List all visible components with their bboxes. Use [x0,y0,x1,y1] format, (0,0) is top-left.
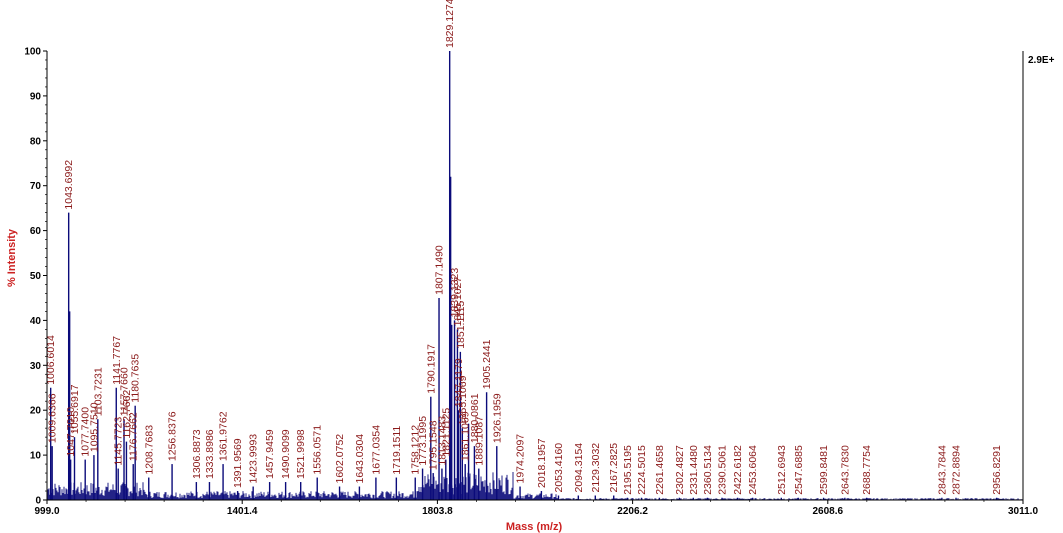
x-tick-label: 3011.0 [1008,506,1038,517]
peak-label: 1556.0571 [312,425,324,475]
peak-label: 1790.1917 [425,344,437,394]
peak-label: 2956.8291 [991,445,1003,495]
peak-label: 1180.7635 [130,354,142,403]
peak-label: 1157.7660 [119,367,131,416]
y-tick-label: 100 [24,47,41,58]
y-tick-label: 40 [30,316,42,327]
peak-label: 2129.3032 [590,443,602,493]
x-axis-title: Mass (m/z) [506,521,563,533]
peak-label: 1162.7662 [121,390,133,439]
peak-label: 1602.0752 [334,434,346,484]
peak-label: 1905.2441 [481,339,493,389]
peak-label: 1773.1995 [417,416,429,466]
peak-label: 1880.0861 [469,393,481,443]
peak-label: 2422.6182 [732,445,744,495]
peak-label: 2261.4658 [654,445,666,495]
peak-label: 1423.9993 [248,434,260,484]
peak-label: 1055.6917 [69,384,81,434]
peak-label: 1845.1027 [452,277,464,327]
x-tick-label: 1401.4 [227,506,258,517]
peak-label: 2053.4160 [553,443,565,493]
peak-label: 1306.8873 [191,429,203,479]
peak-label: 1256.8376 [167,411,179,461]
peak-label: 1145.7723 [113,417,125,466]
y-tick-label: 50 [30,271,42,282]
peak-label: 2224.5015 [636,445,648,495]
peak-label: 1889.1087 [473,416,485,466]
peak-label: 1821.1125 [440,408,452,457]
y-axis-title: % Intensity [6,228,18,287]
peak-label: 1677.0354 [370,425,382,475]
peak-label: 2512.6943 [776,445,788,495]
peak-label: 1851.1115 [455,301,467,349]
x-axis-ticks: 999.0 1401.4 1803.8 2206.2 2608.6 3011.0 [34,500,1038,517]
peak-label: 1333.8986 [204,429,216,479]
peak-label: 2872.8894 [951,445,963,495]
peak-label: 1391.9569 [232,438,244,488]
peak-label: 1829.1274 [444,0,456,48]
peak-label: 2331.4480 [688,445,700,495]
peak-label: 2302.4827 [674,445,686,495]
peak-label: 1643.0304 [354,434,366,484]
peak-label: 1813.1483 [436,416,448,466]
y-tick-label: 60 [30,226,42,237]
peak-label: 1141.7767 [111,336,123,385]
y-tick-label: 20 [30,406,42,417]
peak-label: 1208.7683 [143,425,155,475]
peak-label: 1457.9459 [264,429,276,479]
peak-label: 1795.1548 [428,420,440,470]
peak-label: 2167.2825 [608,443,620,493]
peak-label: 1006.6014 [45,335,57,385]
peak-label: 1855.1069 [457,375,469,425]
peak-label: 1009.6366 [47,393,59,443]
peak-label: 2843.7844 [936,445,948,495]
spectrum-peaks [49,51,998,500]
peak-labels: 1006.6014 1009.6366 1043.6992 1047.70101055… [45,0,1003,495]
peak-label: 2360.5134 [702,445,714,495]
peak-label: 1095.7510 [88,402,100,452]
y-tick-label: 80 [30,136,42,147]
peak-label: 1926.1959 [491,393,503,443]
peak-label: 1521.9998 [295,429,307,479]
max-intensity-label: 2.9E+ [1028,55,1055,66]
peak-label: 1807.1490 [434,245,446,295]
x-tick-label: 1803.8 [422,506,453,517]
y-tick-label: 10 [30,451,42,462]
peak-label: 1974.2097 [515,434,527,484]
peak-label: 1847.1179 [453,358,465,407]
x-tick-label: 2608.6 [813,506,844,517]
y-tick-label: 0 [35,496,41,507]
peak-label: 2453.6064 [747,445,759,495]
peak-label: 1043.6992 [63,160,75,210]
y-tick-label: 70 [30,181,42,192]
y-tick-label: 30 [30,361,42,372]
peak-label: 2195.5195 [622,445,634,495]
peak-label: 1103.7231 [92,367,104,416]
peak-label: 2094.3154 [573,443,585,493]
y-tick-label: 90 [30,91,42,102]
peak-label: 2547.6885 [793,445,805,495]
peak-label: 2599.8481 [818,445,830,495]
peak-label: 1839.1323 [449,268,461,318]
peak-label: 1719.1511 [391,426,403,475]
peak-label: 1490.9099 [280,429,292,479]
peak-label: 1861.1069 [460,411,472,461]
peak-label: 2390.5061 [717,445,729,495]
peak-label: 1361.9762 [218,411,230,461]
peak-label: 1077.7400 [80,407,92,457]
y-axis-ticks: 0 10 20 30 40 50 60 70 80 90 100 [24,47,47,507]
x-tick-label: 2206.2 [617,506,648,517]
x-tick-label: 999.0 [34,506,59,517]
peak-label: 2018.1957 [536,438,548,488]
peak-label: 1047.7010 [65,407,77,457]
peak-label: 1758.1212 [410,425,422,475]
peak-label: 2643.7830 [839,445,851,495]
peak-label: 1176.7662 [128,412,140,461]
peak-label: 2688.7754 [861,445,873,495]
